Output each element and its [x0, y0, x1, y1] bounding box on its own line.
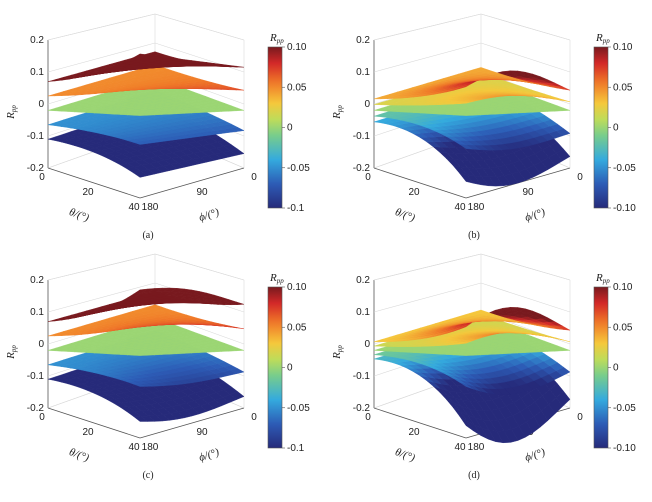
- colorbar-tick-label: -0.1: [287, 443, 305, 454]
- colorbar: [593, 286, 609, 449]
- z-tick-label: -0.1: [27, 131, 45, 142]
- z-tick-label: 0.2: [30, 275, 44, 286]
- colorbar: [593, 46, 609, 209]
- phi-tick-label: 180: [142, 202, 159, 213]
- phi-tick-label: 0: [251, 172, 257, 183]
- phi-tick-label: 90: [196, 187, 208, 198]
- theta-tick-label: 0: [39, 172, 45, 183]
- surface-layer: [47, 304, 245, 337]
- theta-tick-label: 40: [454, 442, 466, 453]
- z-tick-label: -0.2: [27, 163, 45, 174]
- theta-tick-label: 20: [82, 187, 94, 198]
- phi-tick-label: 90: [196, 427, 208, 438]
- panel-label: (b): [468, 230, 480, 241]
- panel-label: (c): [142, 470, 153, 481]
- z-tick-label: -0.2: [27, 403, 45, 414]
- colorbar-tick-label: 0.05: [613, 82, 633, 93]
- phi-axis-label: ϕ/(°): [523, 206, 547, 224]
- z-tick-label: 0.2: [356, 35, 370, 46]
- surface-layer: [47, 287, 245, 322]
- surface-layer: [47, 64, 245, 97]
- colorbar: [267, 46, 283, 209]
- colorbar-tick-label: 0.10: [613, 282, 633, 293]
- z-tick-label: 0: [364, 99, 370, 110]
- colorbar-tick-label: -0.05: [613, 403, 636, 414]
- colorbar-tick-label: 0: [287, 363, 293, 374]
- z-tick-label: 0: [38, 99, 44, 110]
- surface-layer: [373, 67, 571, 100]
- colorbar-tick-label: 0.10: [287, 42, 307, 53]
- theta-tick-label: 20: [82, 427, 94, 438]
- colorbar-tick-label: 0: [613, 363, 619, 374]
- z-tick-label: 0.2: [30, 35, 44, 46]
- colorbar-tick-label: -0.10: [613, 203, 636, 214]
- colorbar-title: Rpp: [269, 272, 284, 285]
- phi-axis-label: ϕ/(°): [197, 446, 221, 464]
- z-tick-label: 0.1: [356, 307, 370, 318]
- z-tick-label: -0.1: [353, 131, 371, 142]
- z-tick-label: 0.1: [30, 67, 44, 78]
- colorbar-title: Rpp: [269, 32, 284, 45]
- phi-tick-label: 0: [577, 172, 583, 183]
- colorbar: [267, 286, 283, 449]
- colorbar-tick-label: 0: [287, 123, 293, 134]
- colorbar-tick-label: -0.1: [287, 203, 305, 214]
- surface-layer: [47, 51, 245, 82]
- colorbar-tick-label: 0.10: [287, 282, 307, 293]
- colorbar-tick-label: -0.05: [287, 403, 310, 414]
- theta-axis-label: θ/(°): [67, 206, 90, 224]
- z-tick-label: -0.2: [353, 163, 371, 174]
- z-axis-label: Rpp: [5, 345, 18, 360]
- colorbar-tick-label: 0.05: [613, 322, 633, 333]
- colorbar-tick-label: -0.10: [613, 443, 636, 454]
- phi-tick-label: 0: [251, 412, 257, 423]
- theta-tick-label: 20: [408, 427, 420, 438]
- theta-tick-label: 0: [365, 412, 371, 423]
- phi-tick-label: 180: [468, 442, 485, 453]
- colorbar-tick-label: -0.05: [613, 163, 636, 174]
- colorbar-tick-label: 0.10: [613, 42, 633, 53]
- colorbar-tick-label: -0.05: [287, 163, 310, 174]
- theta-tick-label: 0: [39, 412, 45, 423]
- z-axis-label: Rpp: [331, 345, 344, 360]
- phi-tick-label: 180: [468, 202, 485, 213]
- panel-label: (a): [142, 230, 153, 241]
- theta-tick-label: 0: [365, 172, 371, 183]
- z-tick-label: 0.2: [356, 275, 370, 286]
- z-tick-label: -0.1: [27, 371, 45, 382]
- theta-tick-label: 40: [454, 202, 466, 213]
- phi-axis-label: ϕ/(°): [197, 206, 221, 224]
- z-axis-label: Rpp: [331, 105, 344, 120]
- z-tick-label: 0.1: [356, 67, 370, 78]
- z-tick-label: 0: [38, 339, 44, 350]
- colorbar-title: Rpp: [595, 32, 610, 45]
- z-tick-label: -0.1: [353, 371, 371, 382]
- z-tick-label: 0: [364, 339, 370, 350]
- theta-axis-label: θ/(°): [393, 446, 416, 464]
- panel-label: (d): [468, 470, 480, 481]
- z-tick-label: -0.2: [353, 403, 371, 414]
- phi-tick-label: 180: [142, 442, 159, 453]
- panel-3: 0.20.10-0.1-0.2Rpp02040180900θ/(°)ϕ/(°)0…: [331, 253, 636, 481]
- theta-tick-label: 20: [408, 187, 420, 198]
- colorbar-title: Rpp: [595, 272, 610, 285]
- theta-axis-label: θ/(°): [393, 206, 416, 224]
- colorbar-tick-label: 0: [613, 123, 619, 134]
- z-tick-label: 0.1: [30, 307, 44, 318]
- phi-axis-label: ϕ/(°): [523, 446, 547, 464]
- phi-tick-label: 0: [577, 412, 583, 423]
- colorbar-tick-label: 0.05: [287, 322, 307, 333]
- theta-tick-label: 40: [128, 442, 140, 453]
- phi-tick-label: 90: [522, 187, 534, 198]
- surface-layer: [373, 307, 571, 343]
- colorbar-tick-label: 0.05: [287, 82, 307, 93]
- theta-axis-label: θ/(°): [67, 446, 90, 464]
- theta-tick-label: 40: [128, 202, 140, 213]
- z-axis-label: Rpp: [5, 105, 18, 120]
